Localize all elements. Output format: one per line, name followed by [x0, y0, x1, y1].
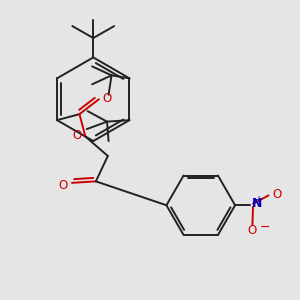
Text: +: + [254, 195, 262, 205]
Text: O: O [73, 129, 82, 142]
Text: O: O [58, 179, 68, 192]
Text: O: O [247, 224, 256, 236]
Text: N: N [251, 197, 262, 210]
Text: O: O [103, 92, 112, 105]
Text: −: − [260, 221, 270, 234]
Text: O: O [272, 188, 282, 201]
